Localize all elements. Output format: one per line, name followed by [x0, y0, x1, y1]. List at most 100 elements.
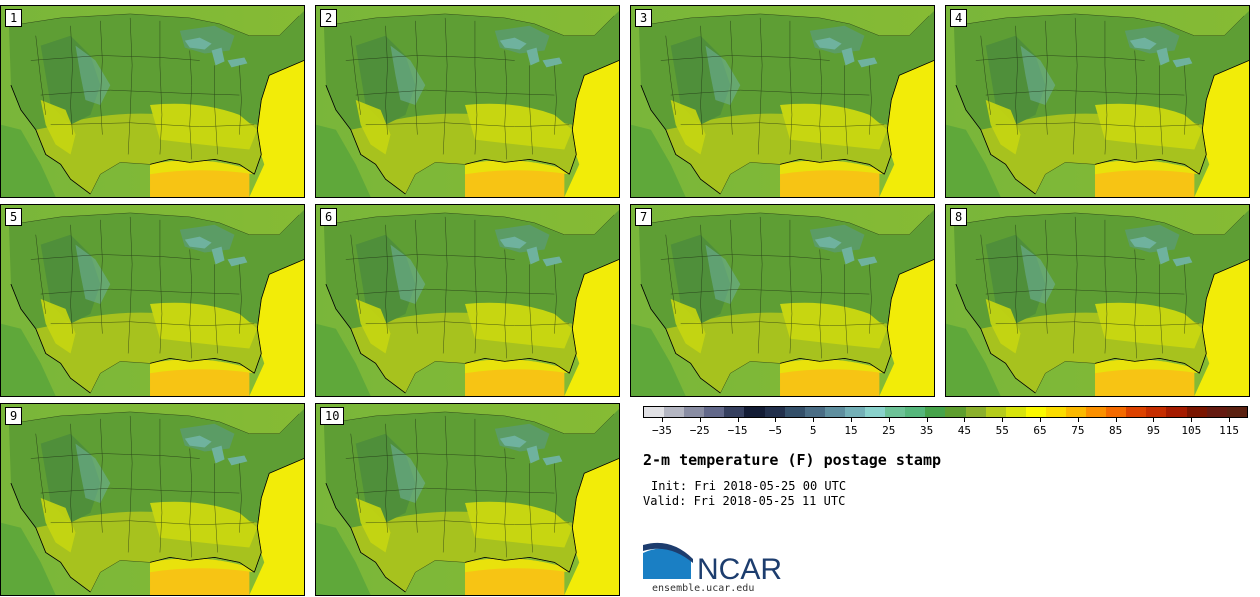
- colorbar-tick: [1153, 418, 1155, 422]
- colorbar-tick-label: −35: [651, 424, 672, 437]
- ensemble-member-map-5: 5: [0, 204, 305, 397]
- colorbar-swatch: [1025, 407, 1046, 417]
- temperature-map: [1, 404, 304, 595]
- colorbar-swatch: [885, 407, 906, 417]
- colorbar-tick-label: 35: [919, 424, 934, 437]
- colorbar-tick: [1229, 418, 1231, 422]
- colorbar-swatch: [1146, 407, 1167, 417]
- temperature-map: [946, 205, 1249, 396]
- member-label: 5: [5, 208, 23, 226]
- temperature-map: [631, 6, 934, 197]
- colorbar-tick-label: −15: [727, 424, 748, 437]
- colorbar-swatch: [945, 407, 966, 417]
- ensemble-member-map-9: 9: [0, 403, 305, 596]
- colorbar-tick-label: 115: [1219, 424, 1240, 437]
- temperature-colorbar: [643, 406, 1248, 418]
- colorbar-tick-label: 55: [995, 424, 1009, 437]
- valid-time: Valid: Fri 2018-05-25 11 UTC: [643, 494, 846, 508]
- colorbar-tick-label: 15: [844, 424, 858, 437]
- member-label: 4: [950, 9, 968, 27]
- colorbar-tick: [926, 418, 928, 422]
- ncar-url: ensemble.ucar.edu: [652, 583, 755, 594]
- member-label: 10: [320, 407, 345, 425]
- colorbar-swatch: [1045, 407, 1066, 417]
- colorbar-tick: [737, 418, 739, 422]
- member-label: 9: [5, 407, 23, 425]
- colorbar-swatch: [865, 407, 886, 417]
- colorbar-tick-label: 65: [1033, 424, 1047, 437]
- temperature-map: [316, 404, 619, 595]
- colorbar-tick: [813, 418, 815, 422]
- colorbar-swatch: [965, 407, 986, 417]
- member-label: 1: [5, 9, 23, 27]
- colorbar-swatch: [764, 407, 785, 417]
- colorbar-swatch: [1106, 407, 1127, 417]
- ensemble-member-map-6: 6: [315, 204, 620, 397]
- member-label: 6: [320, 208, 338, 226]
- temperature-map: [631, 205, 934, 396]
- colorbar-swatch: [1086, 407, 1107, 417]
- colorbar-swatch: [925, 407, 946, 417]
- ensemble-member-map-10: 10: [315, 403, 620, 596]
- colorbar-tick-label: 95: [1146, 424, 1161, 437]
- ensemble-member-map-3: 3: [630, 5, 935, 198]
- ncar-logo: NCAR: [643, 542, 782, 583]
- colorbar-tick: [888, 418, 890, 422]
- temperature-map: [1, 6, 304, 197]
- colorbar-swatch: [744, 407, 765, 417]
- temperature-map: [316, 6, 619, 197]
- colorbar-swatch: [1226, 407, 1247, 417]
- colorbar-tick: [1040, 418, 1042, 422]
- ncar-logo-text: NCAR: [697, 553, 782, 583]
- colorbar-swatch: [684, 407, 705, 417]
- init-time: Init: Fri 2018-05-25 00 UTC: [651, 479, 847, 493]
- colorbar-tick: [1077, 418, 1079, 422]
- colorbar-tick: [1002, 418, 1004, 422]
- member-label: 8: [950, 208, 968, 226]
- colorbar-tick-label: −25: [689, 424, 710, 437]
- ncar-logo-mark: [643, 548, 691, 579]
- member-label: 2: [320, 9, 338, 27]
- colorbar-swatch: [644, 407, 665, 417]
- colorbar-tick: [775, 418, 777, 422]
- ensemble-member-map-2: 2: [315, 5, 620, 198]
- colorbar-swatch: [985, 407, 1006, 417]
- colorbar-swatch: [1186, 407, 1207, 417]
- colorbar-tick: [699, 418, 701, 422]
- colorbar-swatch: [804, 407, 825, 417]
- colorbar-tick: [661, 418, 663, 422]
- chart-title: 2-m temperature (F) postage stamp: [643, 451, 942, 469]
- colorbar-swatch: [1166, 407, 1187, 417]
- colorbar-swatch: [664, 407, 685, 417]
- colorbar-swatch: [1206, 407, 1227, 417]
- colorbar-swatch: [1126, 407, 1147, 417]
- colorbar-swatch: [824, 407, 845, 417]
- temperature-map: [946, 6, 1249, 197]
- colorbar-tick: [1115, 418, 1117, 422]
- colorbar-tick-label: 25: [882, 424, 896, 437]
- member-label: 7: [635, 208, 653, 226]
- temperature-map: [1, 205, 304, 396]
- temperature-map: [316, 205, 619, 396]
- colorbar-tick-label: 75: [1071, 424, 1085, 437]
- ensemble-member-map-7: 7: [630, 204, 935, 397]
- colorbar-tick-label: 5: [809, 424, 817, 437]
- colorbar-tick: [964, 418, 966, 422]
- colorbar-ticks: −35 −25 −15 −5 5 15 25 35 45 55 65 75 85 95 105 115: [643, 418, 1248, 442]
- member-label: 3: [635, 9, 653, 27]
- colorbar-tick-label: 45: [957, 424, 972, 437]
- colorbar-swatch: [724, 407, 745, 417]
- colorbar-tick-label: −5: [768, 424, 782, 437]
- colorbar-swatch: [704, 407, 725, 417]
- colorbar-swatch: [844, 407, 866, 417]
- colorbar-tick: [850, 418, 852, 422]
- colorbar-swatch: [1005, 407, 1026, 417]
- ensemble-member-map-1: 1: [0, 5, 305, 198]
- ncar-logo-arc: [643, 542, 693, 563]
- ensemble-member-map-4: 4: [945, 5, 1250, 198]
- colorbar-swatch: [1065, 407, 1087, 417]
- colorbar-swatch: [905, 407, 926, 417]
- colorbar-tick-label: 105: [1181, 424, 1202, 437]
- colorbar-tick-label: 85: [1109, 424, 1123, 437]
- colorbar-swatch: [784, 407, 805, 417]
